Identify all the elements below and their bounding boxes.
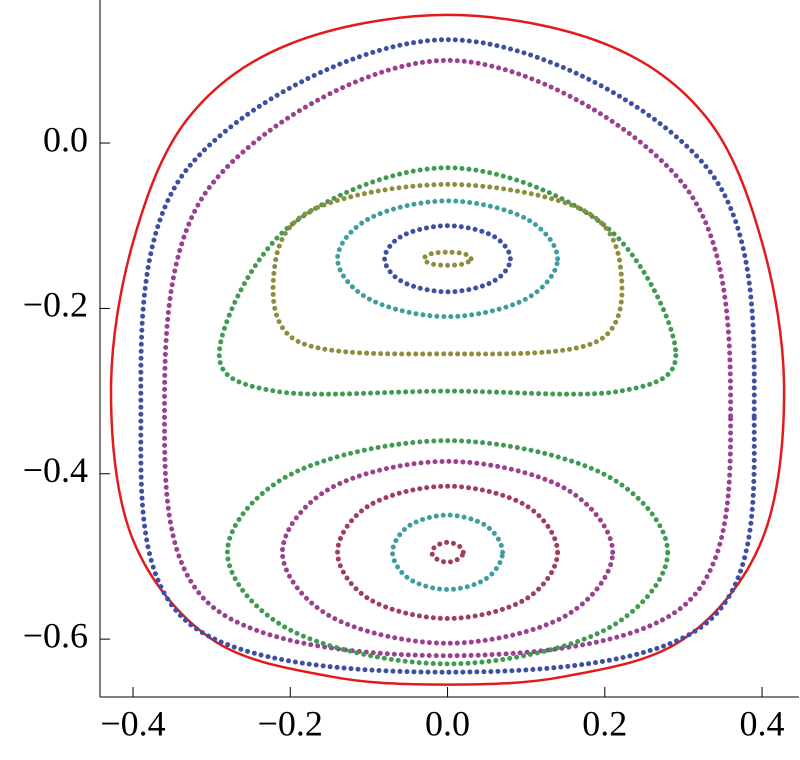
x-tick-label: −0.4 xyxy=(100,703,165,743)
orbit-points xyxy=(279,458,616,646)
orbit-points xyxy=(216,165,679,397)
orbit-points xyxy=(389,512,506,593)
y-tick-label: 0.0 xyxy=(43,119,88,159)
orbit-points xyxy=(270,181,625,357)
y-tick-label: −0.4 xyxy=(23,450,88,490)
y-tick-label: −0.2 xyxy=(23,285,88,325)
orbit-points xyxy=(334,198,561,320)
y-tick-label: −0.6 xyxy=(23,615,88,655)
orbit-points xyxy=(161,57,734,659)
x-tick-label: −0.2 xyxy=(258,703,323,743)
orbit-points xyxy=(334,483,561,622)
orbit-points xyxy=(429,539,466,565)
orbit-points xyxy=(138,37,757,675)
x-tick-label: 0.4 xyxy=(740,703,785,743)
orbit-points xyxy=(382,223,513,295)
plot-area xyxy=(109,13,786,686)
x-tick-label: 0.0 xyxy=(425,703,470,743)
orbit-points xyxy=(224,438,671,667)
orbit-points xyxy=(421,249,474,268)
boundary-curve xyxy=(109,13,786,686)
x-tick-label: 0.2 xyxy=(582,703,627,743)
